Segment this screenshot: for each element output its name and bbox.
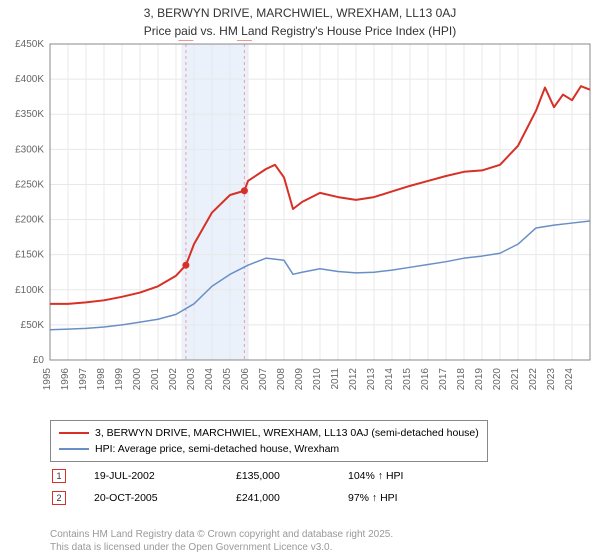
svg-text:2002: 2002 — [168, 368, 179, 391]
chart-title: 3, BERWYN DRIVE, MARCHWIEL, WREXHAM, LL1… — [0, 0, 600, 22]
svg-text:2000: 2000 — [132, 368, 143, 391]
footer-attribution: Contains HM Land Registry data © Crown c… — [50, 529, 393, 554]
svg-text:£50K: £50K — [21, 320, 45, 331]
legend-item: 3, BERWYN DRIVE, MARCHWIEL, WREXHAM, LL1… — [59, 425, 479, 441]
chart-plot-area: £0 £50K £100K £150K £200K £250K £300K £350K £400… — [0, 40, 600, 408]
svg-text:2019: 2019 — [474, 368, 485, 391]
svg-text:1997: 1997 — [78, 368, 89, 391]
footer-line-1: Contains HM Land Registry data © Crown c… — [50, 529, 393, 542]
svg-text:2024: 2024 — [564, 368, 575, 391]
footer-line-2: This data is licensed under the Open Gov… — [50, 542, 393, 555]
legend-swatch — [59, 448, 89, 450]
svg-text:2007: 2007 — [258, 368, 269, 391]
svg-text:£0: £0 — [33, 355, 45, 366]
svg-text:2023: 2023 — [546, 368, 557, 391]
svg-text:2013: 2013 — [366, 368, 377, 391]
svg-text:2015: 2015 — [402, 368, 413, 391]
svg-text:2017: 2017 — [438, 368, 449, 391]
legend-label: HPI: Average price, semi-detached house,… — [95, 443, 339, 455]
marker-badge: 1 — [52, 469, 66, 483]
sale-price: £241,000 — [236, 488, 346, 508]
svg-text:1998: 1998 — [96, 368, 107, 391]
svg-text:2020: 2020 — [492, 368, 503, 391]
svg-text:£300K: £300K — [15, 144, 44, 155]
svg-text:2021: 2021 — [510, 368, 521, 391]
sale-price: £135,000 — [236, 466, 346, 486]
sale-delta: 104% ↑ HPI — [348, 466, 458, 486]
svg-text:2005: 2005 — [222, 368, 233, 391]
sale-marker-row: 1 19-JUL-2002£135,000104% ↑ HPI — [52, 466, 458, 486]
svg-text:2016: 2016 — [420, 368, 431, 391]
svg-text:1996: 1996 — [60, 368, 71, 391]
svg-text:2001: 2001 — [150, 368, 161, 391]
svg-text:£450K: £450K — [15, 40, 44, 50]
svg-text:£400K: £400K — [15, 74, 44, 85]
sale-marker-row: 2 20-OCT-2005£241,00097% ↑ HPI — [52, 488, 458, 508]
sale-date: 19-JUL-2002 — [94, 466, 234, 486]
svg-text:2011: 2011 — [330, 368, 341, 390]
svg-text:2022: 2022 — [528, 368, 539, 391]
sales-markers-table: 1 19-JUL-2002£135,000104% ↑ HPI 2 20-OCT-20… — [50, 464, 460, 510]
svg-text:1995: 1995 — [42, 368, 53, 391]
legend: 3, BERWYN DRIVE, MARCHWIEL, WREXHAM, LL1… — [50, 420, 488, 462]
svg-text:£100K: £100K — [15, 285, 44, 296]
svg-text:2008: 2008 — [276, 368, 287, 391]
chart-container: 3, BERWYN DRIVE, MARCHWIEL, WREXHAM, LL1… — [0, 0, 600, 560]
legend-label: 3, BERWYN DRIVE, MARCHWIEL, WREXHAM, LL1… — [95, 427, 479, 439]
legend-swatch — [59, 432, 89, 434]
svg-text:2012: 2012 — [348, 368, 359, 391]
svg-text:£350K: £350K — [15, 109, 44, 120]
svg-text:2014: 2014 — [384, 368, 395, 391]
svg-text:£200K: £200K — [15, 215, 44, 226]
chart-subtitle: Price paid vs. HM Land Registry's House … — [0, 22, 600, 38]
svg-text:2010: 2010 — [312, 368, 323, 391]
svg-text:2003: 2003 — [186, 368, 197, 391]
sale-delta: 97% ↑ HPI — [348, 488, 458, 508]
svg-text:2006: 2006 — [240, 368, 251, 391]
svg-text:2018: 2018 — [456, 368, 467, 391]
svg-text:1999: 1999 — [114, 368, 125, 391]
sale-date: 20-OCT-2005 — [94, 488, 234, 508]
legend-item: HPI: Average price, semi-detached house,… — [59, 441, 479, 457]
svg-text:£150K: £150K — [15, 250, 44, 261]
marker-badge: 2 — [52, 491, 66, 505]
svg-text:£250K: £250K — [15, 179, 44, 190]
line-chart-svg: £0 £50K £100K £150K £200K £250K £300K £350K £400… — [0, 40, 600, 408]
svg-text:2004: 2004 — [204, 368, 215, 391]
svg-text:2009: 2009 — [294, 368, 305, 391]
